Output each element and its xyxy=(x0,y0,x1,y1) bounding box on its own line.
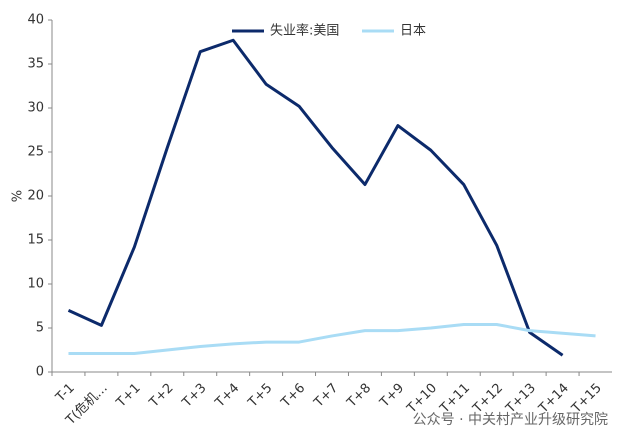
x-tick-label: T-1 xyxy=(53,381,78,406)
x-tick-label: T+5 xyxy=(245,381,275,411)
legend-label: 失业率:美国 xyxy=(270,23,339,39)
x-tick-label: T+3 xyxy=(179,381,209,411)
x-tick-label: T+6 xyxy=(278,381,308,411)
legend-label: 日本 xyxy=(400,24,426,39)
y-axis-label: % xyxy=(11,190,26,202)
y-tick-label: 20 xyxy=(27,189,44,204)
y-tick-label: 30 xyxy=(27,101,44,116)
x-tick-label: T+2 xyxy=(146,381,176,411)
x-tick-label: T+8 xyxy=(344,381,374,411)
x-tick-label: T+7 xyxy=(311,381,341,411)
watermark: 公众号 · 中关村产业升级研究院 xyxy=(413,412,608,428)
line-series xyxy=(68,322,596,356)
line-series xyxy=(67,38,564,357)
y-tick-label: 0 xyxy=(36,365,44,380)
y-tick-label: 40 xyxy=(27,13,44,28)
y-tick-label: 25 xyxy=(27,145,44,160)
x-tick-label: T+9 xyxy=(377,381,407,411)
x-tick-label: T+1 xyxy=(113,381,143,411)
x-tick-label: T+4 xyxy=(212,381,242,411)
y-tick-label: 15 xyxy=(27,233,44,248)
y-tick-label: 10 xyxy=(27,277,44,292)
y-tick-label: 35 xyxy=(27,57,44,72)
y-tick-label: 5 xyxy=(36,321,44,336)
